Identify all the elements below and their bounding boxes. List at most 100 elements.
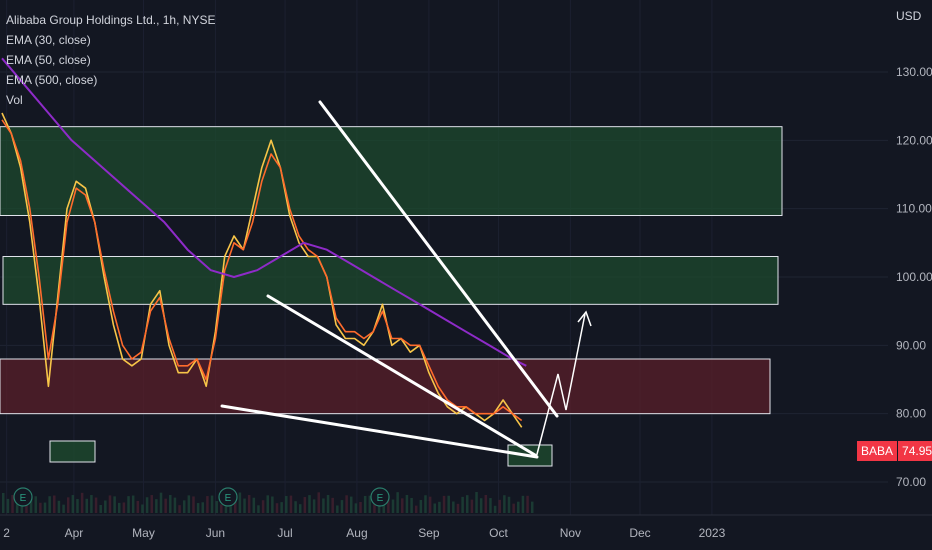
earnings-icon-label: E [377,493,384,504]
last-price-badge: BABA 74.95 [857,441,932,461]
volume-bar [201,502,205,513]
earnings-icon[interactable] [370,487,390,507]
volume-bar [312,499,316,513]
y-tick-label: 130.00 [896,65,932,79]
volume-bar [489,498,492,513]
earnings-icon[interactable] [218,487,238,507]
earnings-icon[interactable] [13,487,33,507]
earnings-icon-label: E [20,493,27,504]
volume-bar [150,495,153,513]
volume-bar [85,498,89,513]
volume-bar [298,504,302,513]
volume-bar [368,495,372,513]
trendline[interactable] [266,294,537,457]
volume-bar [169,495,172,513]
y-tick-label: 100.00 [896,270,932,284]
volume-bar [428,496,432,513]
x-tick-label: Nov [560,526,581,540]
x-tick-label: Sep [418,526,440,540]
volume-bar [159,492,163,513]
volume-bar [220,504,223,513]
volume-bar [261,500,265,513]
volume-bar [210,495,214,513]
arrow-head [577,310,592,327]
legend-ema50[interactable]: EMA (50, close) [6,53,91,67]
volume-bar [127,496,130,513]
volume-bar [99,504,102,513]
x-tick-label: 2 [3,526,10,540]
volume-bar [108,495,112,513]
volume-bar [493,505,497,513]
volume-bar [484,495,488,513]
ema-lines [1,57,527,428]
projection-arrow[interactable] [535,313,586,459]
volume-bar [6,498,10,513]
legend-ema30[interactable]: EMA (30, close) [6,33,91,47]
y-tick-label: 120.00 [896,133,932,147]
volume-bar [521,495,525,513]
volume-bar [247,495,251,513]
volume-bar [94,497,98,513]
zone-rect[interactable] [0,358,771,415]
currency-label: USD [896,9,922,23]
volume-bar [90,495,93,513]
volume-bar [401,498,404,513]
volume-bar [317,492,321,513]
low-box-left[interactable] [49,440,96,463]
volume-bar [280,502,283,513]
volume-bar [350,496,353,513]
volume-bar [57,500,61,513]
volume-bar [62,504,65,513]
volume-bar [104,500,107,513]
y-axis[interactable]: 130.00 120.00 110.00 100.00 90.00 80.00 70.00 [896,65,932,489]
volume-bar [326,495,330,513]
volume-bar [34,496,37,513]
volume-bar [145,497,149,513]
volume-bar [48,496,51,513]
y-tick-label: 90.00 [896,338,926,352]
volume-bar [517,501,520,513]
y-tick-label: 80.00 [896,407,926,421]
volume-bar [118,502,121,513]
earnings-icon-label: E [225,493,232,504]
legend-ema500[interactable]: EMA (500, close) [6,73,98,87]
volume-bar [466,495,469,513]
volume-bar [345,495,348,513]
volume-bar [29,495,33,513]
price-value: 74.95 [898,441,932,461]
volume-bar [452,501,455,513]
volume-bar [387,495,390,513]
legend-vol[interactable]: Vol [6,93,23,107]
volume-bar [136,500,140,513]
ema-line [1,119,523,422]
volume-bar [252,497,256,513]
trendline[interactable] [318,100,559,418]
volume-bar [479,498,483,513]
volume-bar [470,499,474,513]
x-axis[interactable]: 2 Apr May Jun Jul Aug Sep Oct Nov Dec 2023 [0,514,932,540]
volume-bar [206,496,209,513]
volume-bar [373,501,376,513]
volume-bar [377,504,381,513]
trendline[interactable] [220,404,539,459]
volume-bar [512,503,515,513]
volume-bar [131,495,135,513]
x-tick-label: May [132,526,155,540]
zone-rect[interactable] [2,256,779,305]
volume-bar [285,496,288,513]
volume-bar [424,495,427,513]
ema-line [1,57,527,367]
volume-bar [530,501,534,513]
volume-bar [396,492,399,513]
volume-bar [405,495,409,513]
volume-bar [15,497,19,513]
zone-rect[interactable] [0,126,783,216]
volume-bar [442,495,446,513]
x-tick-label: Jun [206,526,225,540]
volume-bar [20,504,24,513]
volume-bar [447,495,450,513]
volume-bar [192,496,195,513]
volume-bar [363,495,367,513]
volume-bar [359,501,362,513]
